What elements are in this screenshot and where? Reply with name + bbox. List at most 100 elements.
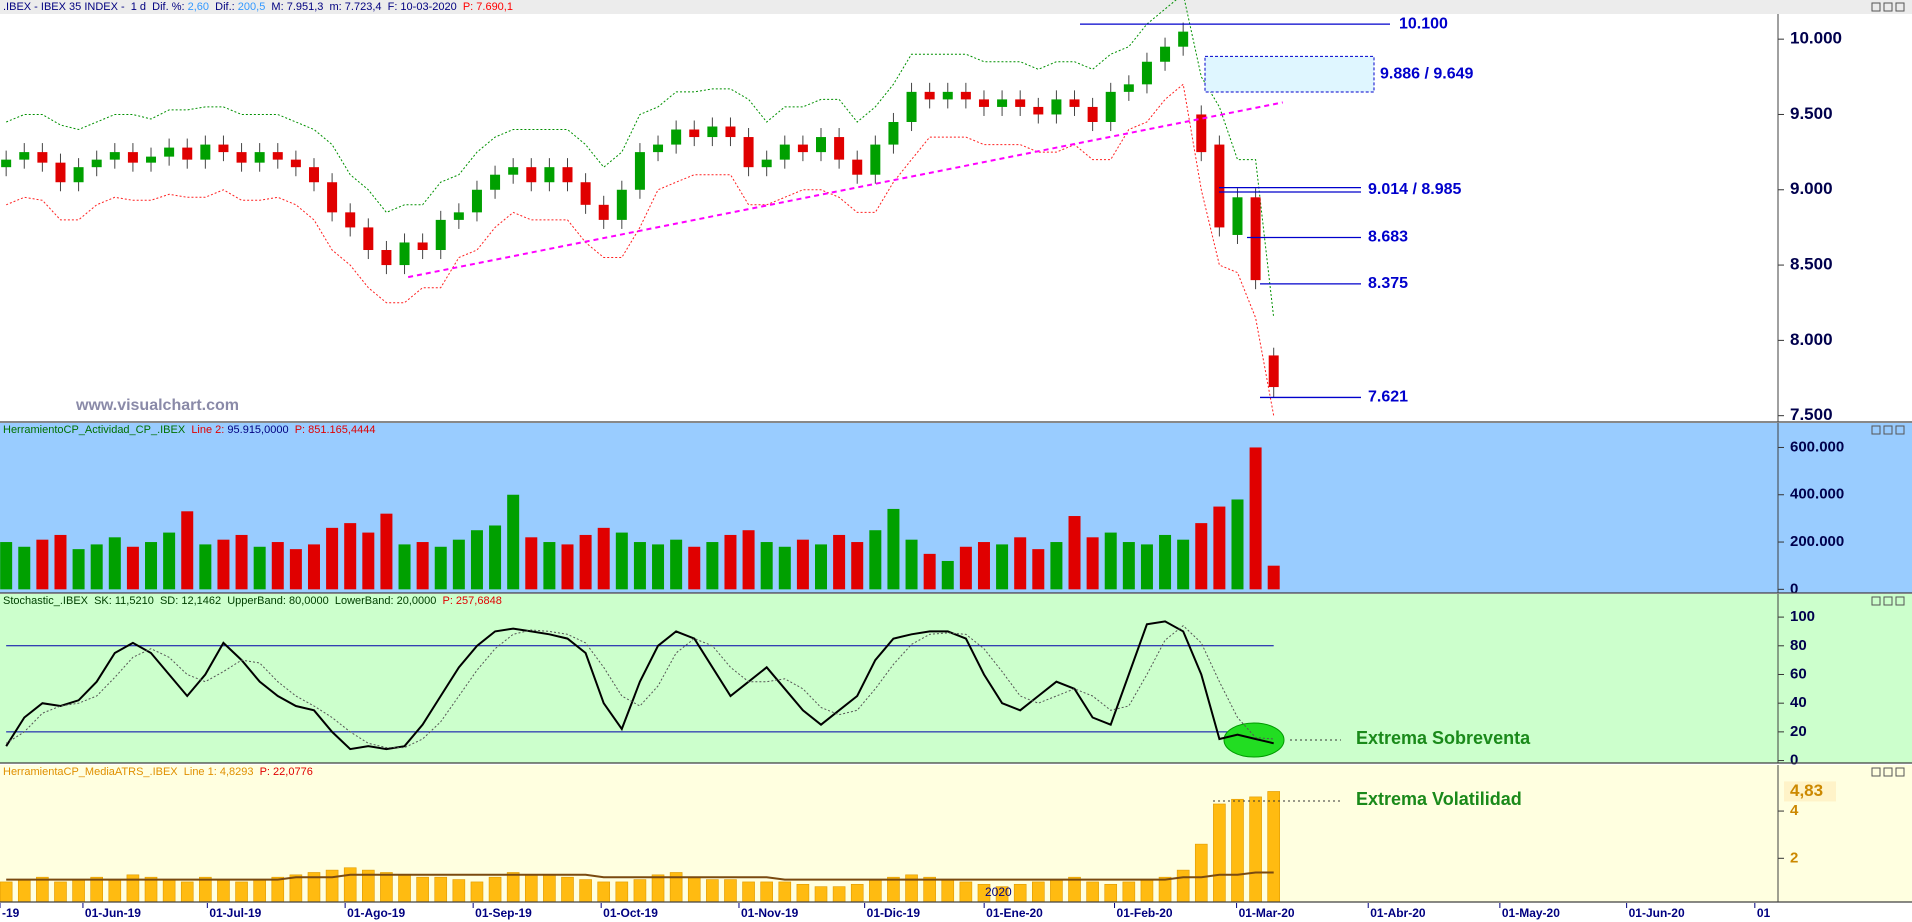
candle-body xyxy=(236,152,247,163)
y-tick-label: 4 xyxy=(1790,802,1799,819)
window-button xyxy=(1895,596,1905,606)
bar xyxy=(1194,843,1208,903)
bar xyxy=(253,546,266,590)
bar xyxy=(1086,881,1099,903)
bar xyxy=(760,881,773,903)
zone-label: 9.886 / 9.649 xyxy=(1380,65,1474,82)
bar xyxy=(941,560,954,590)
header-part: HerramientaCP_MediaATRS_.IBEX Line 1: 4,… xyxy=(3,766,260,778)
window-button xyxy=(1895,2,1905,12)
candle-body xyxy=(435,219,446,251)
candle-body xyxy=(653,144,664,153)
bar xyxy=(1140,879,1154,903)
bar xyxy=(108,879,122,903)
bar xyxy=(633,879,647,903)
bar xyxy=(362,532,375,590)
bar xyxy=(163,532,176,590)
header-part: P: 257,6848 xyxy=(442,595,501,607)
bar xyxy=(398,874,411,903)
candle-body xyxy=(218,144,229,153)
watermark: www.visualchart.com xyxy=(75,397,239,414)
candle-body xyxy=(1232,197,1243,235)
bar xyxy=(1122,542,1135,590)
candle-body xyxy=(254,152,265,163)
y-tick-label: 600.000 xyxy=(1790,438,1844,455)
bar xyxy=(434,876,448,903)
bar xyxy=(814,886,828,903)
bar xyxy=(235,881,248,903)
candle-body xyxy=(1069,99,1080,107)
bar xyxy=(959,881,973,903)
bar xyxy=(1158,876,1172,903)
bar xyxy=(181,511,194,590)
x-tick-label: 01-Mar-20 xyxy=(1239,906,1295,920)
candle-body xyxy=(308,167,319,183)
candle-body xyxy=(1051,99,1062,115)
highlight xyxy=(1223,722,1285,758)
bar xyxy=(1068,516,1081,590)
candle-body xyxy=(1087,106,1098,122)
y-tick-label: 100 xyxy=(1790,608,1815,625)
bar xyxy=(343,867,357,903)
candle-body xyxy=(616,189,627,220)
bar xyxy=(307,544,320,590)
header-part: 95.915,0000 xyxy=(227,424,294,436)
candle-body xyxy=(1,159,12,168)
bar xyxy=(162,879,176,903)
bar xyxy=(452,539,465,590)
bar xyxy=(380,872,393,903)
bar xyxy=(832,886,846,903)
candle-body xyxy=(1268,355,1279,388)
bar xyxy=(1267,791,1280,903)
candle-body xyxy=(1015,99,1026,107)
level-label: 8.683 xyxy=(1368,229,1408,246)
candle-body xyxy=(381,250,392,266)
bar xyxy=(996,544,1009,590)
candle-body xyxy=(906,91,917,122)
y-tick-label: 40 xyxy=(1790,694,1807,711)
bar xyxy=(778,546,791,590)
x-tick-label: 01-Jun-19 xyxy=(85,906,141,920)
candle-body xyxy=(598,204,609,220)
bar xyxy=(1249,447,1262,590)
candle-body xyxy=(816,137,827,153)
bar xyxy=(90,544,103,590)
candle-body xyxy=(562,167,573,183)
bar xyxy=(633,542,646,590)
panel-background xyxy=(0,423,1912,593)
bar xyxy=(289,874,303,903)
candle-body xyxy=(725,126,736,138)
window-button xyxy=(1883,767,1893,777)
level-label: 7.621 xyxy=(1368,389,1408,406)
bar xyxy=(597,527,610,590)
bar xyxy=(615,532,628,590)
panel-background xyxy=(0,594,1912,763)
candle-body xyxy=(1123,84,1134,92)
bar xyxy=(670,539,683,590)
header-part: HerramientoCP_Actividad_CP_.IBEX xyxy=(3,424,191,436)
panel-background xyxy=(0,0,1912,422)
bar xyxy=(72,879,85,903)
series-line xyxy=(6,871,1274,881)
header-part: 200,5 xyxy=(238,1,266,13)
y-tick-label: 2 xyxy=(1790,849,1798,866)
bar xyxy=(489,525,502,590)
candle-body xyxy=(960,91,971,100)
bar xyxy=(126,546,139,590)
candle-body xyxy=(580,182,591,205)
y-tick-label: 8.500 xyxy=(1790,255,1833,274)
trendline xyxy=(407,101,1283,279)
candle-body xyxy=(1105,91,1116,122)
bar xyxy=(1104,883,1118,903)
candle-body xyxy=(852,159,863,175)
candle-body xyxy=(834,137,845,160)
window-button xyxy=(1871,425,1881,435)
y-tick-label: 0 xyxy=(1790,752,1798,769)
window-button xyxy=(1895,425,1905,435)
current-value-box xyxy=(1784,781,1836,802)
candle-body xyxy=(761,159,772,168)
candle-body xyxy=(73,167,84,183)
date-axis xyxy=(0,903,1912,922)
candle-body xyxy=(888,121,899,145)
x-tick-label: 01-May-20 xyxy=(1502,906,1560,920)
